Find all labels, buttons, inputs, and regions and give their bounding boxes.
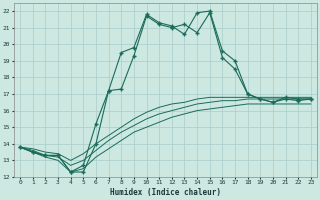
X-axis label: Humidex (Indice chaleur): Humidex (Indice chaleur) [110,188,221,197]
